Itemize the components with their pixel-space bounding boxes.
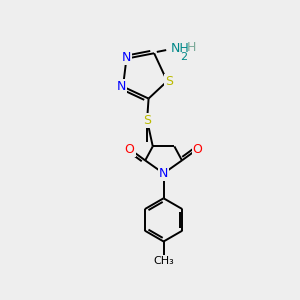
Text: S: S bbox=[165, 75, 173, 88]
Text: N: N bbox=[122, 51, 131, 64]
Text: N: N bbox=[159, 167, 168, 180]
Text: 2: 2 bbox=[180, 52, 187, 62]
Text: O: O bbox=[125, 142, 135, 155]
Text: NH: NH bbox=[171, 42, 189, 55]
Text: H: H bbox=[187, 41, 196, 54]
Text: S: S bbox=[143, 114, 151, 127]
Text: N: N bbox=[117, 80, 126, 93]
Text: O: O bbox=[193, 142, 202, 155]
Text: CH₃: CH₃ bbox=[153, 256, 174, 266]
